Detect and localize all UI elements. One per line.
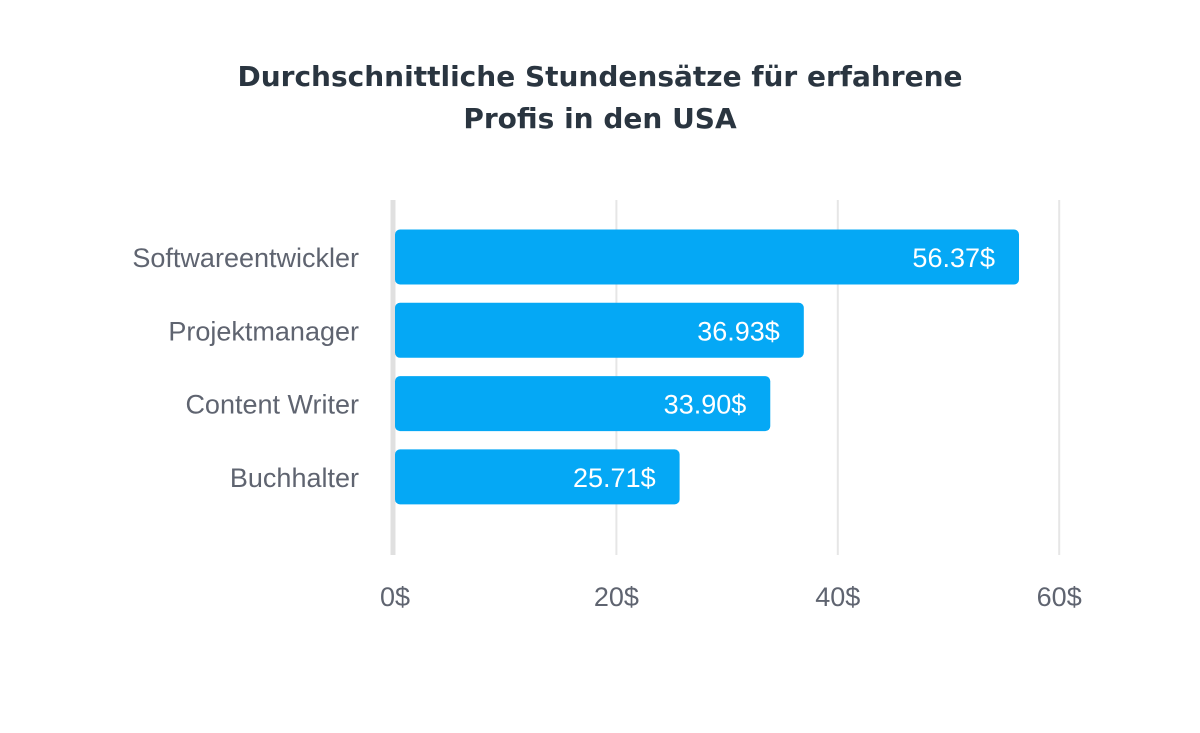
- category-label-buchhalter: Buchhalter: [230, 463, 359, 493]
- bars: 56.37$ 36.93$ 33.90$ 25.71$: [395, 229, 1020, 505]
- chart-title-line-2: Profis in den USA: [463, 102, 737, 135]
- category-label-softwareentwickler: Softwareentwickler: [132, 243, 359, 273]
- x-tick-label-0: 0$: [380, 582, 410, 612]
- bar-value-label-projektmanager: 36.93$: [697, 316, 780, 346]
- bar-value-label-content-writer: 33.90$: [664, 390, 747, 420]
- category-label-projektmanager: Projektmanager: [168, 316, 359, 346]
- chart-title: Durchschnittliche Stundensätze für erfah…: [0, 56, 1200, 140]
- bar-buchhalter: [395, 449, 680, 505]
- bar-value-label-softwareentwickler: 56.37$: [912, 243, 995, 273]
- bar-value-label-buchhalter: 25.71$: [573, 463, 656, 493]
- x-axis-ticks: 0$ 20$ 40$ 60$: [380, 582, 1082, 612]
- x-tick-label-40: 40$: [815, 582, 860, 612]
- category-labels: Softwareentwickler Projektmanager Content …: [132, 243, 359, 493]
- chart-title-line-1: Durchschnittliche Stundensätze für erfah…: [237, 60, 963, 93]
- bar-softwareentwickler: [395, 229, 1020, 285]
- x-tick-label-60: 60$: [1037, 582, 1082, 612]
- bar-projektmanager: [395, 302, 804, 358]
- x-tick-label-20: 20$: [594, 582, 639, 612]
- bar-content-writer: [395, 376, 771, 432]
- category-label-content-writer: Content Writer: [185, 390, 359, 420]
